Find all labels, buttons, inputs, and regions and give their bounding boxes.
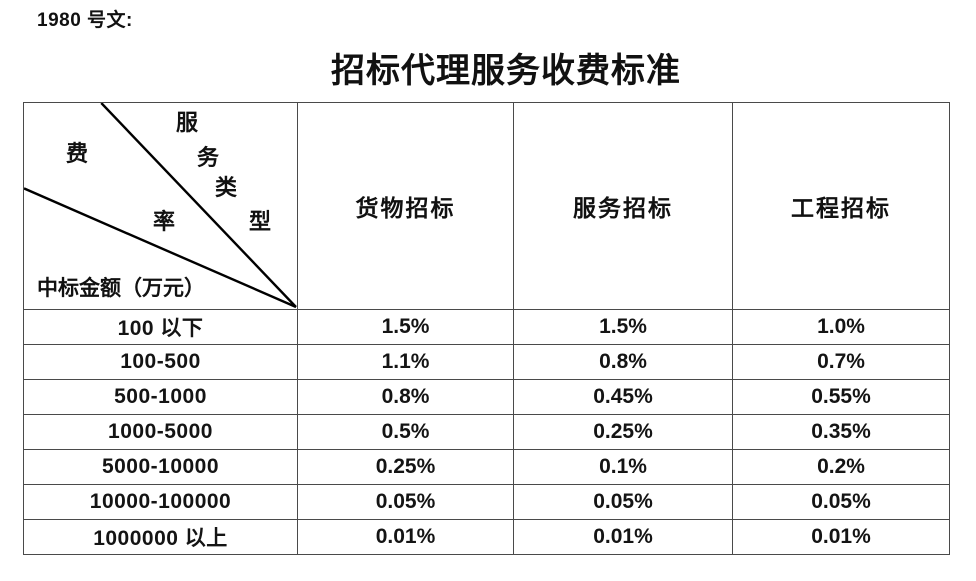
amount-range-cell: 10000-100000 [23, 484, 298, 520]
table-row: 1000000 以上 0.01% 0.01% 0.01% [23, 519, 950, 555]
service-type-char: 务 [197, 145, 220, 170]
rate-cell: 1.5% [513, 309, 733, 345]
page-title: 招标代理服务收费标准 [331, 53, 681, 90]
rate-cell: 0.55% [732, 379, 950, 415]
amount-range-cell: 500-1000 [23, 379, 298, 415]
service-type-char: 类 [215, 175, 238, 200]
amount-axis-label: 中标金额（万元） [37, 276, 205, 300]
table-row: 100-500 1.1% 0.8% 0.7% [23, 344, 950, 380]
fee-rate-char: 费 [66, 141, 89, 166]
column-header-works: 工程招标 [732, 102, 950, 310]
rate-cell: 0.05% [513, 484, 733, 520]
table-header-row: 服 务 类 型 费 率 中标金额（万元） 货物招标 服务招标 工程招标 [23, 102, 950, 310]
diagonal-header-cell: 服 务 类 型 费 率 中标金额（万元） [23, 102, 298, 310]
table-row: 500-1000 0.8% 0.45% 0.55% [23, 379, 950, 415]
rate-cell: 0.8% [297, 379, 514, 415]
table-row: 1000-5000 0.5% 0.25% 0.35% [23, 414, 950, 450]
table-row: 100 以下 1.5% 1.5% 1.0% [23, 309, 950, 345]
service-type-char: 服 [176, 110, 199, 135]
table-row: 10000-100000 0.05% 0.05% 0.05% [23, 484, 950, 520]
amount-range-cell: 5000-10000 [23, 449, 298, 485]
rate-cell: 1.1% [297, 344, 514, 380]
rate-cell: 0.35% [732, 414, 950, 450]
rate-cell: 0.01% [732, 519, 950, 555]
rate-cell: 0.05% [732, 484, 950, 520]
rate-cell: 0.01% [513, 519, 733, 555]
doc-number-label: 1980 号文: [37, 10, 133, 31]
rate-cell: 0.25% [297, 449, 514, 485]
table-row: 5000-10000 0.25% 0.1% 0.2% [23, 449, 950, 485]
rate-cell: 0.05% [297, 484, 514, 520]
rate-cell: 0.5% [297, 414, 514, 450]
column-header-goods: 货物招标 [297, 102, 514, 310]
rate-cell: 0.25% [513, 414, 733, 450]
diagonal-lines [24, 103, 297, 309]
column-header-services: 服务招标 [513, 102, 733, 310]
amount-range-cell: 100-500 [23, 344, 298, 380]
rate-cell: 1.0% [732, 309, 950, 345]
fee-rate-char: 率 [153, 209, 176, 234]
rate-cell: 0.2% [732, 449, 950, 485]
rate-cell: 0.01% [297, 519, 514, 555]
rate-cell: 1.5% [297, 309, 514, 345]
amount-range-cell: 1000-5000 [23, 414, 298, 450]
amount-range-cell: 1000000 以上 [23, 519, 298, 555]
rate-cell: 0.8% [513, 344, 733, 380]
amount-range-cell: 100 以下 [23, 309, 298, 345]
rate-cell: 0.45% [513, 379, 733, 415]
fee-table: 服 务 类 型 费 率 中标金额（万元） 货物招标 服务招标 工程招标 100 … [23, 102, 950, 555]
rate-cell: 0.1% [513, 449, 733, 485]
rate-cell: 0.7% [732, 344, 950, 380]
service-type-char: 型 [249, 209, 272, 234]
